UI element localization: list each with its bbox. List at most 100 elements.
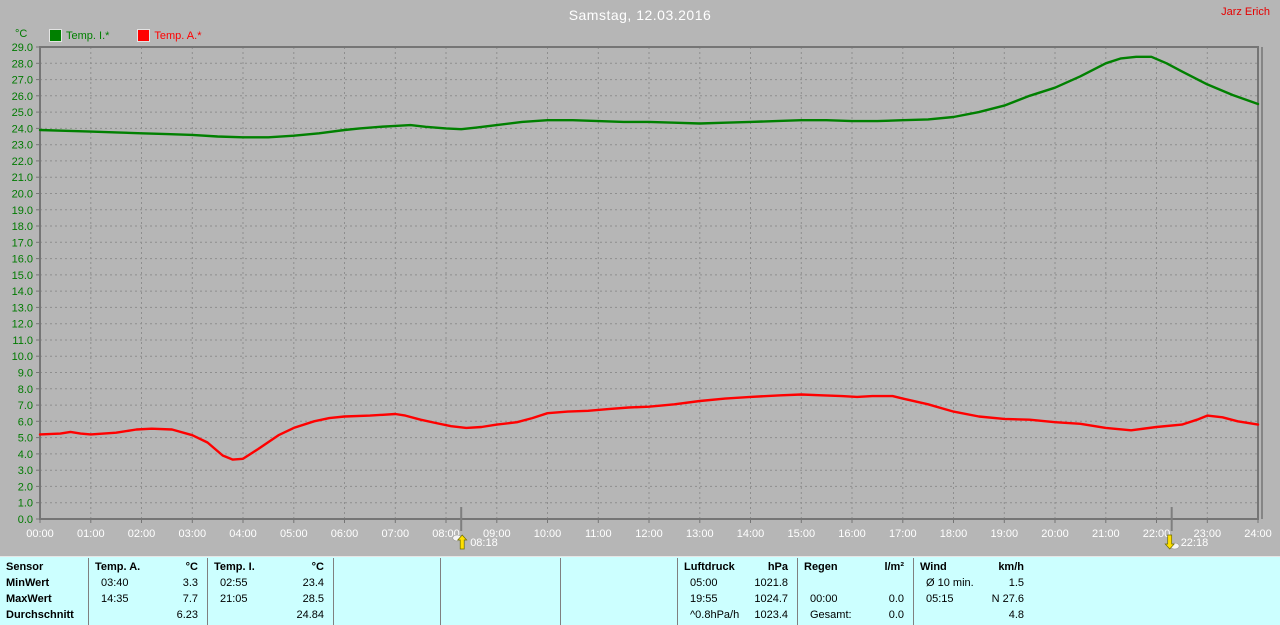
sunrise-marker: 08:18 xyxy=(452,507,498,550)
svg-text:10:00: 10:00 xyxy=(534,528,562,540)
table-separator xyxy=(677,558,678,625)
attribution-label: Jarz Erich xyxy=(1221,6,1270,18)
table-section-header: Temp. I. xyxy=(214,561,255,573)
svg-text:23.0: 23.0 xyxy=(12,140,33,152)
svg-text:27.0: 27.0 xyxy=(12,75,33,87)
series-line-temp-i xyxy=(38,55,1260,139)
table-section-header: Wind xyxy=(920,561,947,573)
legend-swatch-temp-a-icon xyxy=(137,29,151,42)
svg-text:12:00: 12:00 xyxy=(635,528,663,540)
svg-text:6.0: 6.0 xyxy=(18,416,33,428)
table-section-unit: °C xyxy=(311,561,324,573)
svg-text:16:00: 16:00 xyxy=(838,528,866,540)
legend-swatch-temp-i-icon xyxy=(49,29,62,42)
daily-summary-table: Sensor MinWert MaxWert Durchschnitt Temp. A.… xyxy=(0,556,1280,625)
svg-text:1.0: 1.0 xyxy=(18,498,33,510)
table-cell-label: 19:55 xyxy=(690,593,718,605)
svg-text:2.0: 2.0 xyxy=(18,481,33,493)
chart-legend: Temp. I.* Temp. A.* xyxy=(49,29,201,42)
svg-text:15.0: 15.0 xyxy=(12,270,33,282)
table-cell-label: 14:35 xyxy=(101,593,129,605)
legend-label-temp-a: Temp. A.* xyxy=(154,29,202,42)
svg-text:20:00: 20:00 xyxy=(1041,528,1069,540)
table-cell-label: ^0.8hPa/h xyxy=(690,609,740,621)
svg-text:7.0: 7.0 xyxy=(18,400,33,412)
svg-text:09:00: 09:00 xyxy=(483,528,511,540)
svg-text:13.0: 13.0 xyxy=(12,302,33,314)
table-cell-label: 05:15 xyxy=(926,593,954,605)
svg-text:17.0: 17.0 xyxy=(12,237,33,249)
table-section-unit: hPa xyxy=(767,561,788,573)
table-cell-value: 1024.7 xyxy=(754,593,788,605)
svg-text:0.0: 0.0 xyxy=(18,514,33,526)
table-cell-value: 0.0 xyxy=(888,593,904,605)
table-cell-label: 05:00 xyxy=(690,577,718,589)
x-axis: 00:00 01:00 02:00 03:00 04:00 05:00 06:00 07:00… xyxy=(26,47,1272,540)
table-cell-label: 21:05 xyxy=(220,593,248,605)
sunset-time-label: 22:18 xyxy=(1181,537,1209,549)
svg-text:8.0: 8.0 xyxy=(18,384,33,396)
svg-text:15:00: 15:00 xyxy=(788,528,816,540)
table-separator xyxy=(333,558,334,625)
table-cell-value: 1021.8 xyxy=(754,577,788,589)
legend-item-temp-i: Temp. I.* xyxy=(49,29,109,42)
svg-text:9.0: 9.0 xyxy=(18,368,33,380)
svg-text:24:00: 24:00 xyxy=(1244,528,1272,540)
svg-text:21:00: 21:00 xyxy=(1092,528,1120,540)
table-cell-value: 4.8 xyxy=(1008,609,1024,621)
svg-text:16.0: 16.0 xyxy=(12,254,33,266)
svg-text:22:00: 22:00 xyxy=(1143,528,1171,540)
table-separator xyxy=(913,558,914,625)
svg-text:10.0: 10.0 xyxy=(12,351,33,363)
svg-text:17:00: 17:00 xyxy=(889,528,917,540)
table-cell-value: 1023.4 xyxy=(754,609,788,621)
table-cell-value: 28.5 xyxy=(302,593,324,605)
svg-text:29.0: 29.0 xyxy=(12,42,33,54)
table-section-header: Temp. A. xyxy=(95,561,141,573)
table-section-unit: °C xyxy=(185,561,198,573)
svg-text:02:00: 02:00 xyxy=(128,528,156,540)
svg-text:5.0: 5.0 xyxy=(18,433,33,445)
y-axis-unit-label: °C xyxy=(15,28,28,40)
svg-text:18:00: 18:00 xyxy=(940,528,968,540)
svg-text:01:00: 01:00 xyxy=(77,528,105,540)
table-separator xyxy=(560,558,561,625)
svg-text:4.0: 4.0 xyxy=(18,449,33,461)
svg-text:21.0: 21.0 xyxy=(12,172,33,184)
svg-text:06:00: 06:00 xyxy=(331,528,359,540)
table-separator xyxy=(797,558,798,625)
table-cell-value: 24.84 xyxy=(296,609,324,621)
svg-text:23:00: 23:00 xyxy=(1194,528,1222,540)
series-line-temp-a xyxy=(38,393,1260,461)
legend-label-temp-i: Temp. I.* xyxy=(66,29,110,42)
table-cell-label: 02:55 xyxy=(220,577,248,589)
page-title: Samstag, 12.03.2016 xyxy=(568,7,712,23)
table-section-unit: l/m² xyxy=(884,561,904,573)
svg-text:04:00: 04:00 xyxy=(229,528,257,540)
sunset-marker: 22:18 xyxy=(1164,507,1209,550)
svg-text:20.0: 20.0 xyxy=(12,189,33,201)
svg-text:05:00: 05:00 xyxy=(280,528,308,540)
svg-text:11.0: 11.0 xyxy=(12,335,33,347)
table-row-label: Durchschnitt xyxy=(6,609,74,621)
table-section-unit: km/h xyxy=(998,561,1024,573)
table-cell-value: 0.0 xyxy=(888,609,904,621)
table-cell-value: N 27.6 xyxy=(991,593,1024,605)
svg-text:13:00: 13:00 xyxy=(686,528,714,540)
table-cell-value: 1.5 xyxy=(1008,577,1024,589)
table-cell-label: 03:40 xyxy=(101,577,129,589)
svg-text:19.0: 19.0 xyxy=(12,205,33,217)
svg-text:22.0: 22.0 xyxy=(12,156,33,168)
svg-text:11:00: 11:00 xyxy=(585,528,612,540)
table-separator xyxy=(88,558,89,625)
table-cell-label: Gesamt: xyxy=(810,609,852,621)
legend-item-temp-a: Temp. A.* xyxy=(137,29,201,42)
svg-text:25.0: 25.0 xyxy=(12,107,33,119)
y-axis: 29.0 28.0 27.0 26.0 25.0 24.0 23.0 22.0 21.0 20.0… xyxy=(12,42,1258,526)
svg-text:03:00: 03:00 xyxy=(179,528,207,540)
svg-text:07:00: 07:00 xyxy=(382,528,410,540)
svg-text:19:00: 19:00 xyxy=(991,528,1019,540)
table-cell-value: 3.3 xyxy=(182,577,198,589)
table-cell-value: 6.23 xyxy=(176,609,198,621)
